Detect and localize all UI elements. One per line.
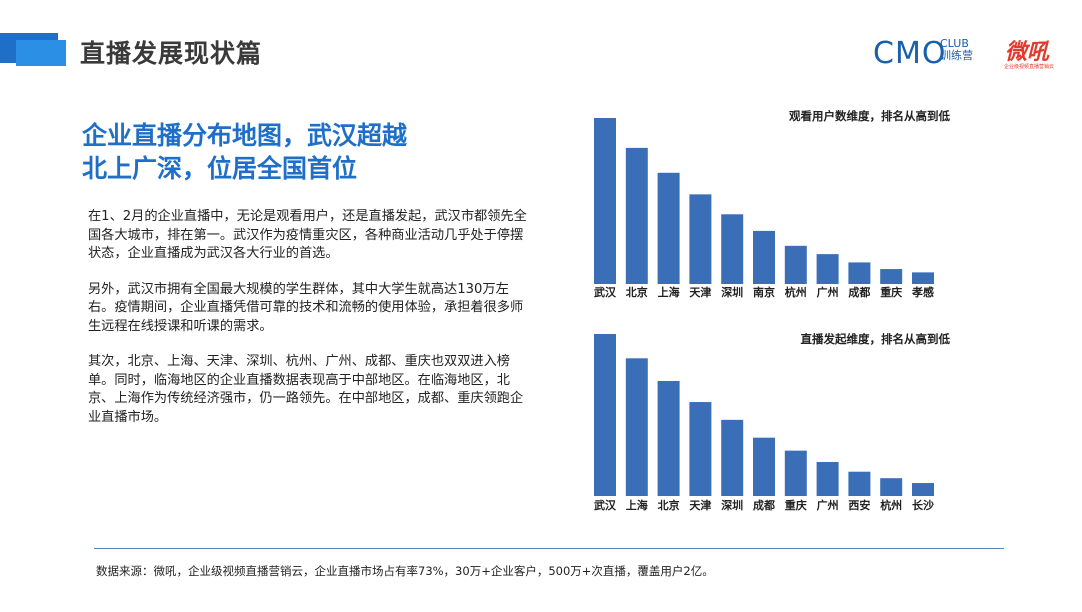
- category-label: 深圳: [721, 498, 743, 512]
- bar-成都: [753, 437, 775, 496]
- category-label: 上海: [658, 285, 680, 299]
- category-label: 南京: [753, 285, 775, 299]
- category-label: 杭州: [880, 498, 902, 512]
- page-title: 直播发展现状篇: [80, 39, 263, 68]
- bar-深圳: [721, 419, 744, 496]
- footer-divider: [94, 548, 1004, 549]
- bar-广州: [816, 254, 839, 284]
- category-label: 武汉: [594, 285, 617, 299]
- weihou-logo-subtitle: 企业级视频直播营销云: [1004, 64, 1055, 70]
- category-label: 长沙: [912, 498, 934, 512]
- category-label: 孝感: [911, 285, 934, 299]
- bar-重庆: [784, 450, 807, 496]
- bar-武汉: [594, 118, 616, 284]
- headline-line-1: 企业直播分布地图，武汉超越: [82, 121, 408, 150]
- club-cn-text: 训练营: [940, 49, 973, 62]
- body-text: 在1、2月的企业直播中，无论是观看用户，还是直播发起，武汉市都领先全国各大城市，…: [88, 208, 528, 444]
- cmo-club-logo: CLUB 训练营: [940, 38, 973, 62]
- headline-line-2: 北上广深，位居全国首位: [82, 154, 358, 183]
- category-label: 武汉: [594, 498, 617, 512]
- category-label: 成都: [753, 498, 775, 512]
- headline: 企业直播分布地图，武汉超越 北上广深，位居全国首位: [82, 119, 407, 185]
- category-label: 上海: [626, 498, 648, 512]
- broadcasts-bar-chart: 直播发起维度，排名从高到低 武汉 上海 北京 天津 深圳 成都 重庆 广州 西安 杭州 长沙: [585, 327, 950, 521]
- category-label: 广州: [817, 285, 839, 299]
- bar-杭州: [880, 478, 903, 496]
- category-label: 深圳: [721, 285, 743, 299]
- bar-深圳: [721, 214, 744, 284]
- cmo-logo: CMO: [873, 36, 947, 71]
- bar-北京: [625, 147, 648, 284]
- bar-杭州: [784, 245, 807, 284]
- category-label: 天津: [689, 498, 711, 512]
- paragraph: 其次，北京、上海、天津、深圳、杭州、广州、成都、重庆也双双进入榜单。同时，临海地…: [88, 354, 524, 425]
- data-source-note: 数据来源：微吼，企业级视频直播营销云，企业直播市场占有率73%，30万+企业客户…: [96, 564, 714, 578]
- bar-广州: [816, 461, 839, 496]
- category-label: 天津: [689, 285, 711, 299]
- paragraph: 在1、2月的企业直播中，无论是观看用户，还是直播发起，武汉市都领先全国各大城市，…: [88, 209, 527, 261]
- bar-上海: [657, 172, 680, 284]
- viewers-bar-chart: 观看用户数维度，排名从高到低 武汉 北京 上海 天津 深圳 南京 杭州 广州 成都 重庆 孝感: [585, 104, 950, 304]
- club-text: CLUB: [940, 37, 969, 50]
- bar-上海: [625, 358, 648, 496]
- category-label: 重庆: [785, 498, 807, 512]
- bar-武汉: [594, 334, 616, 496]
- broadcasts-chart-svg: 武汉 上海 北京 天津 深圳 成都 重庆 广州 西安 杭州 长沙: [594, 334, 934, 512]
- bar-长沙: [912, 483, 934, 496]
- bar-北京: [657, 380, 680, 496]
- category-label: 重庆: [880, 285, 902, 299]
- chart-title: 直播发起维度，排名从高到低: [800, 332, 951, 346]
- bar-孝感: [912, 272, 934, 284]
- paragraph: 另外，武汉市拥有全国最大规模的学生群体，其中大学生就高达130万左右。疫情期间，…: [88, 281, 524, 334]
- header-accent-bar-front: [16, 40, 66, 66]
- chart-title: 观看用户数维度，排名从高到低: [789, 109, 950, 123]
- bar-西安: [848, 471, 871, 496]
- category-label: 北京: [626, 285, 648, 299]
- bar-成都: [848, 262, 871, 284]
- category-label: 杭州: [785, 285, 807, 299]
- bar-天津: [689, 402, 712, 496]
- category-label: 西安: [848, 498, 870, 512]
- bar-天津: [689, 194, 712, 284]
- category-label: 广州: [817, 498, 839, 512]
- bar-重庆: [880, 269, 903, 284]
- bar-南京: [753, 230, 775, 284]
- category-label: 北京: [658, 498, 680, 512]
- viewers-chart-svg: 武汉 北京 上海 天津 深圳 南京 杭州 广州 成都 重庆 孝感: [594, 118, 934, 299]
- weihou-logo: 微吼: [1005, 40, 1050, 65]
- category-label: 成都: [848, 285, 870, 299]
